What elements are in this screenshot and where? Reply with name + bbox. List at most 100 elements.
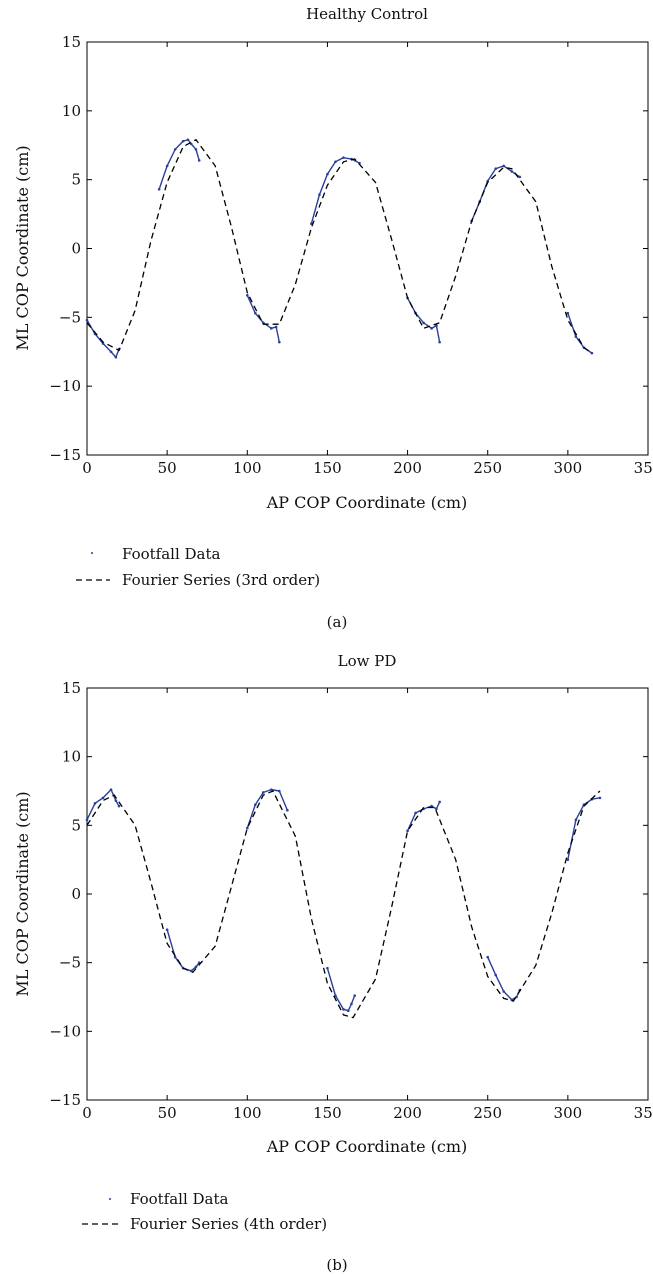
footfall-point (85, 818, 89, 822)
footfall-trace (487, 956, 497, 976)
footfall-point (262, 321, 265, 325)
y-tick-label: 10 (62, 102, 81, 120)
footfall-point (114, 355, 118, 359)
footfall-point (286, 808, 289, 812)
x-tick-label: 100 (233, 1104, 262, 1122)
footfall-point (270, 327, 273, 330)
y-tick-label: −15 (49, 1091, 81, 1109)
footfall-trace (583, 798, 593, 806)
footfall-point (342, 1008, 345, 1011)
footfall-point (598, 796, 602, 800)
footfall-trace (575, 804, 585, 821)
y-tick-label: 10 (62, 748, 81, 766)
footfall-trace (195, 149, 200, 161)
footfall-point (93, 802, 97, 805)
footfall-point (566, 858, 570, 861)
plot-frame (86, 41, 649, 456)
footfall-point (101, 342, 105, 345)
footfall-point (346, 1009, 350, 1013)
footfall-point (438, 800, 441, 804)
fourier-series-line (86, 138, 593, 354)
footfall-point (510, 170, 514, 173)
footfall-point (494, 167, 498, 170)
y-axis-label: ML COP Coordinate (cm) (13, 145, 32, 350)
footfall-point (173, 148, 177, 151)
footfall-point (574, 335, 578, 338)
footfall-trace (423, 322, 433, 329)
fourier-series-line (86, 790, 601, 1019)
x-tick-label: 300 (554, 459, 583, 477)
x-tick-label: 300 (554, 1104, 583, 1122)
chart-a: Healthy Control 050100150200250300350−15… (13, 5, 653, 631)
footfall-trace (278, 790, 289, 811)
footfall-trace (254, 791, 264, 806)
x-tick-label: 200 (393, 459, 422, 477)
footfall-trace (567, 312, 577, 337)
footfall-point (574, 818, 578, 822)
footfall-trace (487, 168, 497, 182)
footfall-point (194, 965, 198, 969)
footfall-trace (423, 805, 432, 810)
footfall-point (430, 804, 433, 808)
footfall-point (109, 350, 113, 354)
footfall-trace (275, 326, 281, 343)
footfall-trace (174, 140, 184, 150)
footfall-trace (334, 995, 345, 1010)
y-tick-label: 5 (71, 171, 81, 189)
footfall-point (414, 811, 417, 815)
y-axis-label: ML COP Coordinate (cm) (13, 791, 32, 996)
x-tick-label: 50 (158, 459, 177, 477)
legend-label-footfall: Footfall Data (130, 1190, 229, 1208)
footfall-point (254, 311, 257, 315)
footfall-point (502, 990, 506, 993)
chart-title: Low PD (338, 652, 397, 670)
footfall-point (101, 796, 105, 800)
footfall-trace (102, 343, 112, 353)
footfall-trace (94, 797, 104, 804)
chart-title: Healthy Control (306, 5, 428, 23)
footfall-point (334, 160, 337, 164)
footfall-point (254, 803, 257, 807)
footfall-point (486, 955, 490, 959)
footfall-point (189, 969, 193, 973)
x-axis-label: AP COP Coordinate (cm) (266, 493, 468, 512)
y-tick-label: 0 (71, 885, 81, 903)
footfall-point (515, 995, 518, 999)
footfall-point (262, 791, 265, 794)
legend-label-fourier: Fourier Series (4th order) (130, 1215, 327, 1233)
footfall-point (318, 193, 321, 197)
footfall-trace (335, 157, 344, 163)
x-tick-label: 50 (158, 1104, 177, 1122)
x-tick-label: 150 (313, 1104, 342, 1122)
footfall-trace (495, 974, 505, 992)
footfall-trace (246, 295, 256, 314)
y-tick-label: −10 (49, 1022, 81, 1040)
footfall-point (326, 172, 329, 176)
footfall-point (165, 164, 169, 168)
footfall-trace (102, 789, 112, 799)
footfall-point (350, 1002, 353, 1006)
legend: Footfall Data Fourier Series (3rd order) (76, 545, 320, 589)
footfall-trace (263, 788, 272, 794)
y-tick-label: −15 (49, 446, 81, 464)
y-tick-label: 0 (71, 240, 81, 258)
footfall-trace (310, 194, 321, 224)
footfall-point (197, 159, 201, 162)
footfall-point (186, 138, 190, 142)
footfall-point (494, 973, 498, 977)
footfall-point (181, 139, 185, 143)
footfall-point (173, 955, 177, 959)
footfall-trace (435, 325, 441, 343)
footfall-point (274, 325, 278, 329)
footfall-trace (318, 173, 329, 196)
footfall-point (114, 799, 118, 802)
y-tick-label: 15 (62, 679, 81, 697)
footfall-trace (166, 149, 176, 167)
legend: Footfall Data Fourier Series (4th order) (82, 1190, 327, 1233)
footfall-trace (503, 991, 513, 1001)
footfall-point (435, 324, 438, 327)
legend-marker-points (109, 1198, 111, 1200)
footfall-point (117, 804, 121, 808)
footfall-point (278, 789, 281, 793)
footfall-trace (326, 161, 337, 175)
